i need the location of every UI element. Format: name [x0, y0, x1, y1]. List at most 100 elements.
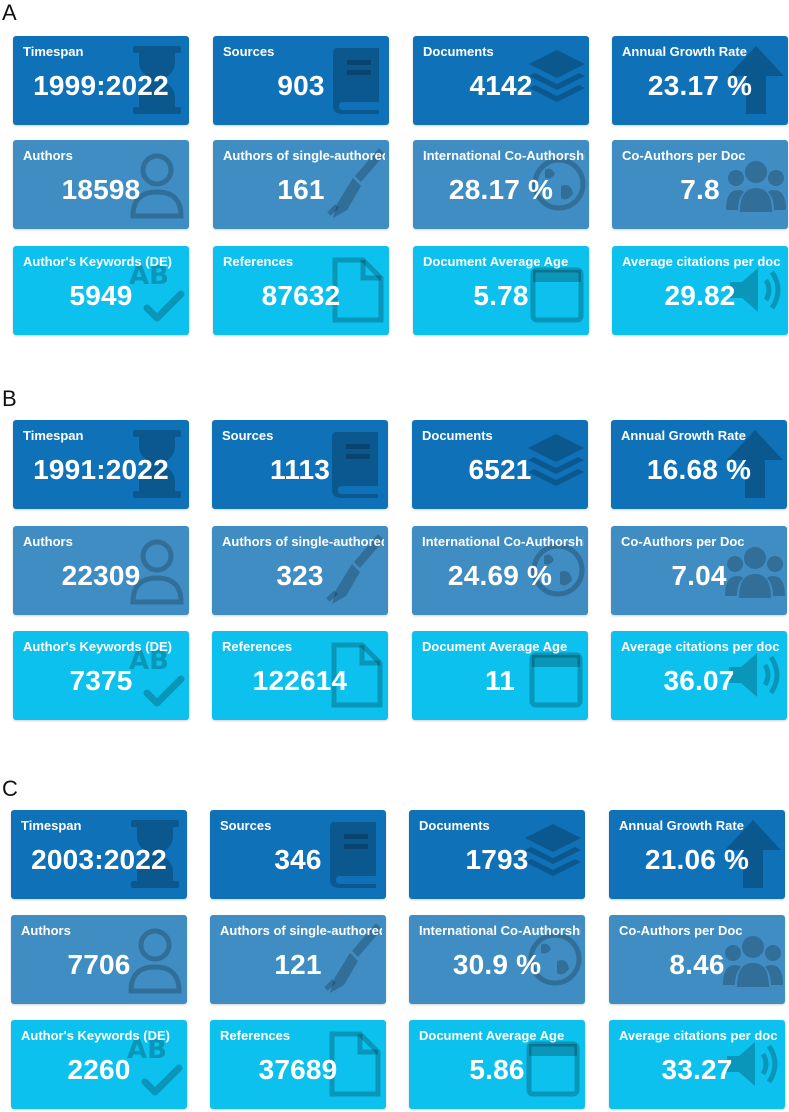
stat-card-co-authors-per-doc: Co-Authors per Doc 7.04 — [611, 526, 787, 615]
stat-card-value: 37689 — [258, 1054, 338, 1085]
panel-letter-b: B — [2, 386, 17, 411]
stat-card-author-s-keywords-de: AB Author's Keywords (DE) 5949 — [13, 246, 189, 335]
stat-card-value: 33.27 — [661, 1054, 733, 1085]
stat-card-title: Timespan — [23, 44, 84, 59]
spell-check-icon: AB — [127, 639, 187, 711]
stat-card-title: Documents — [422, 428, 493, 443]
stat-card-references: References 122614 — [212, 631, 388, 720]
stat-card-value: 5.86 — [469, 1054, 525, 1085]
stat-card-average-citations-per-doc: Average citations per doc 36.07 — [611, 631, 787, 720]
book-icon — [326, 428, 386, 500]
stat-card-authors-of-single-authored: Authors of single-authored 161 — [213, 140, 389, 229]
stat-card-value: 5.78 — [473, 280, 529, 311]
stat-card-title: Annual Growth Rate — [619, 818, 744, 833]
layers-icon — [527, 44, 587, 116]
stat-card-title: International Co-Authorship — [419, 923, 581, 938]
stat-card-title: Document Average Age — [419, 1028, 565, 1043]
calendar-icon — [527, 254, 587, 326]
arrow-up-icon — [726, 44, 786, 116]
user-icon — [125, 923, 185, 995]
globe-icon — [526, 534, 586, 606]
volume-icon — [723, 1028, 783, 1100]
stat-card-value: 346 — [274, 844, 322, 875]
stat-card-value: 36.07 — [663, 665, 735, 696]
stat-card-value: 4142 — [469, 70, 533, 101]
users-icon — [725, 534, 785, 606]
stat-card-value: 22309 — [61, 560, 141, 591]
volume-icon — [726, 254, 786, 326]
book-icon — [324, 818, 384, 890]
stat-card-title: Timespan — [21, 818, 82, 833]
globe-icon — [527, 148, 587, 220]
stat-card-value: 8.46 — [669, 949, 725, 980]
stat-card-value: 1991:2022 — [33, 454, 169, 485]
stat-card-title: Average citations per doc — [621, 639, 780, 654]
stat-card-value: 21.06 % — [644, 844, 750, 875]
stat-card-annual-growth-rate: Annual Growth Rate 16.68 % — [611, 420, 787, 509]
panel-letter-a: A — [2, 0, 17, 25]
stat-card-author-s-keywords-de: AB Author's Keywords (DE) 2260 — [11, 1020, 187, 1109]
stat-card-average-citations-per-doc: Average citations per doc 33.27 — [609, 1020, 785, 1109]
arrow-up-icon — [725, 428, 785, 500]
volume-icon — [725, 639, 785, 711]
pen-nib-icon — [324, 923, 384, 995]
stat-card-title: Authors of single-authored — [222, 534, 384, 549]
stat-card-title: Co-Authors per Doc — [622, 148, 746, 163]
stat-card-value: 2003:2022 — [31, 844, 167, 875]
stat-card-title: Average citations per doc — [622, 254, 781, 269]
stat-card-value: 11 — [485, 665, 515, 696]
stat-card-documents: Documents 1793 — [409, 810, 585, 899]
calendar-icon — [526, 639, 586, 711]
stat-card-sources: Sources 903 — [213, 36, 389, 125]
stat-card-value: 121 — [274, 949, 322, 980]
stat-card-title: International Co-Authorship — [423, 148, 585, 163]
stat-card-value: 5949 — [69, 280, 133, 311]
stat-card-title: Author's Keywords (DE) — [23, 254, 172, 269]
stat-card-authors: Authors 22309 — [13, 526, 189, 615]
stat-card-value: 323 — [276, 560, 324, 591]
stat-card-value: 24.69 % — [447, 560, 553, 591]
stat-card-title: Authors — [23, 148, 73, 163]
stat-card-value: 7375 — [69, 665, 133, 696]
stat-card-title: Annual Growth Rate — [622, 44, 747, 59]
stat-card-authors-of-single-authored: Authors of single-authored 121 — [210, 915, 386, 1004]
stat-card-sources: Sources 346 — [210, 810, 386, 899]
stat-card-value: 1113 — [270, 454, 330, 485]
stat-card-co-authors-per-doc: Co-Authors per Doc 7.8 — [612, 140, 788, 229]
stat-card-value: 7.04 — [671, 560, 727, 591]
stat-card-authors: Authors 7706 — [11, 915, 187, 1004]
stat-card-documents: Documents 4142 — [413, 36, 589, 125]
file-icon — [324, 1028, 384, 1100]
stat-card-document-average-age: Document Average Age 5.86 — [409, 1020, 585, 1109]
user-icon — [127, 148, 187, 220]
layers-icon — [526, 428, 586, 500]
stat-card-title: Sources — [222, 428, 274, 443]
stat-card-value: 30.9 % — [452, 949, 542, 980]
users-icon — [726, 148, 786, 220]
panel-letter-c: C — [2, 776, 18, 801]
stat-card-title: Authors of single-authored — [223, 148, 385, 163]
spell-check-icon: AB — [127, 254, 187, 326]
stat-card-title: Documents — [423, 44, 494, 59]
spell-check-icon: AB — [125, 1028, 185, 1100]
stat-card-title: Authors — [23, 534, 73, 549]
stat-card-value: 6521 — [468, 454, 532, 485]
stat-card-references: References 87632 — [213, 246, 389, 335]
stat-card-value: 1793 — [465, 844, 529, 875]
users-icon — [723, 923, 783, 995]
svg-text:AB: AB — [129, 646, 169, 676]
stat-card-title: Authors — [21, 923, 71, 938]
stat-card-timespan: Timespan 1991:2022 — [13, 420, 189, 509]
stat-card-title: Timespan — [23, 428, 84, 443]
stat-card-international-co-authorship: International Co-Authorship 28.17 % — [413, 140, 589, 229]
layers-icon — [523, 818, 583, 890]
stat-card-title: Author's Keywords (DE) — [23, 639, 172, 654]
stat-card-value: 16.68 % — [646, 454, 752, 485]
stat-card-co-authors-per-doc: Co-Authors per Doc 8.46 — [609, 915, 785, 1004]
globe-icon — [523, 923, 583, 995]
stat-card-title: Document Average Age — [423, 254, 569, 269]
stat-card-title: Average citations per doc — [619, 1028, 778, 1043]
stat-card-international-co-authorship: International Co-Authorship 24.69 % — [412, 526, 588, 615]
user-icon — [127, 534, 187, 606]
file-icon — [326, 639, 386, 711]
